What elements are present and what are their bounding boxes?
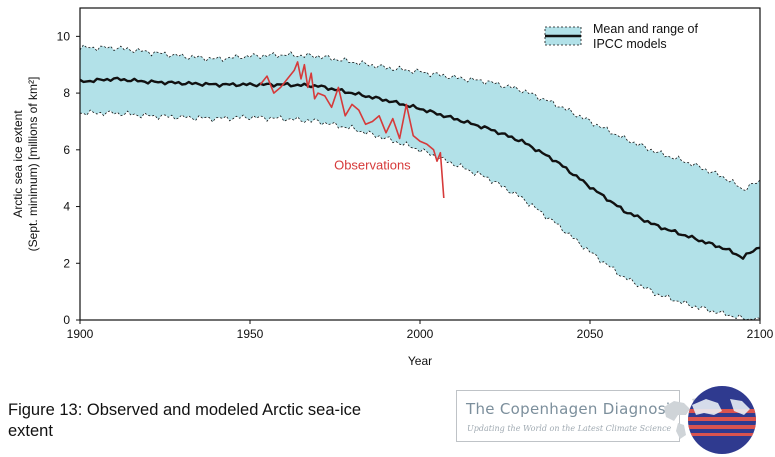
figure-caption: Figure 13: Observed and modeled Arctic s… <box>8 400 448 442</box>
legend: Mean and range of IPCC models <box>544 22 698 51</box>
y-tick-label: 10 <box>57 29 71 43</box>
x-axis-title: Year <box>408 354 432 368</box>
model-mean-line <box>80 76 760 260</box>
x-tick-label: 2050 <box>577 327 604 341</box>
y-tick-label: 0 <box>63 313 70 327</box>
logo-title: The Copenhagen Diagnosis <box>466 400 679 418</box>
logo-subtitle: Updating the World on the Latest Climate… <box>467 424 672 433</box>
x-tick-label: 2100 <box>747 327 774 341</box>
caption-line-1: Figure 13: Observed and modeled Arctic s… <box>8 401 362 419</box>
chart-svg: 1900 1950 2000 2050 2100 0 2 4 6 8 10 Year Arctic… <box>11 7 774 368</box>
x-tick-label: 1900 <box>67 327 94 341</box>
x-tick-label: 2000 <box>407 327 434 341</box>
y-tick-label: 2 <box>63 256 70 270</box>
model-range-upper-edge <box>80 44 760 192</box>
logo-box: The Copenhagen Diagnosis Updating the Wo… <box>456 390 680 442</box>
legend-label-line1: Mean and range of <box>593 22 698 36</box>
observations-annotation: Observations <box>334 158 411 173</box>
x-tick-label: 1950 <box>237 327 264 341</box>
y-tick-label: 6 <box>63 143 70 157</box>
globe-icon <box>688 386 756 454</box>
copenhagen-diagnosis-logo: The Copenhagen Diagnosis Updating the Wo… <box>456 385 774 455</box>
legend-label-line2: IPCC models <box>593 37 667 51</box>
caption-line-2: extent <box>8 422 53 440</box>
y-tick-label: 8 <box>63 86 70 100</box>
model-range-band <box>80 44 760 320</box>
y-tick-label: 4 <box>63 200 70 214</box>
model-range-lower-edge <box>80 109 760 320</box>
y-axis-title-line2: (Sept. minimum) [millions of km²] <box>26 77 40 252</box>
observations-line <box>259 61 445 199</box>
y-axis-title-line1: Arctic sea ice extent <box>11 110 25 218</box>
